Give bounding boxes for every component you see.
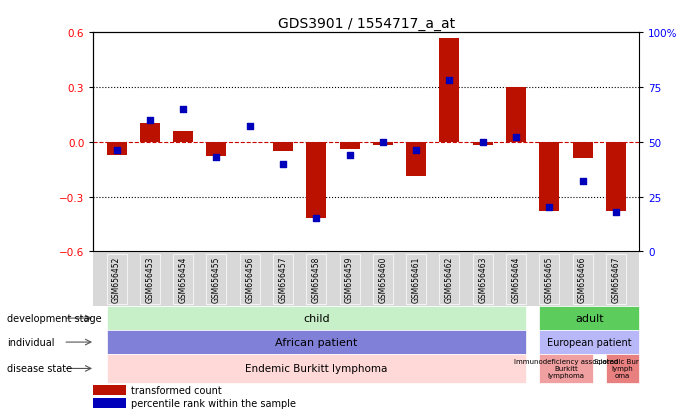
Title: GDS3901 / 1554717_a_at: GDS3901 / 1554717_a_at: [278, 17, 455, 31]
Bar: [339, 142, 359, 150]
Point: [278, 161, 289, 168]
Bar: [106, 254, 126, 304]
Bar: [439, 254, 460, 304]
Text: GSM656459: GSM656459: [345, 256, 354, 302]
Bar: [273, 254, 293, 304]
Text: disease state: disease state: [7, 363, 72, 373]
Text: GSM656463: GSM656463: [478, 256, 487, 302]
Point: [377, 139, 388, 146]
Bar: [406, 142, 426, 177]
Bar: [273, 142, 293, 152]
Bar: [306, 254, 326, 304]
Text: African patient: African patient: [275, 337, 357, 347]
Point: [610, 209, 621, 216]
Point: [477, 139, 489, 146]
Bar: [506, 88, 526, 142]
Text: GSM656458: GSM656458: [312, 256, 321, 302]
Text: individual: individual: [7, 337, 55, 347]
Bar: [93, 399, 126, 408]
Text: Immunodeficiency associated
Burkitt
lymphoma: Immunodeficiency associated Burkitt lymp…: [514, 358, 618, 379]
Text: GSM656453: GSM656453: [145, 256, 154, 302]
Bar: [140, 124, 160, 142]
Text: GSM656452: GSM656452: [112, 256, 121, 302]
Point: [344, 152, 355, 159]
Point: [111, 148, 122, 154]
Point: [577, 178, 588, 185]
Bar: [306, 142, 326, 219]
Text: development stage: development stage: [7, 313, 102, 323]
Text: GSM656456: GSM656456: [245, 256, 254, 302]
Text: GSM656467: GSM656467: [612, 256, 621, 302]
Point: [178, 106, 189, 113]
Bar: [473, 142, 493, 146]
Bar: [573, 254, 593, 304]
Bar: [406, 254, 426, 304]
Bar: [207, 254, 227, 304]
Text: GSM656455: GSM656455: [212, 256, 221, 302]
Point: [544, 205, 555, 211]
Bar: [573, 142, 593, 159]
Bar: [606, 354, 639, 383]
Bar: [106, 330, 526, 354]
Bar: [140, 254, 160, 304]
Bar: [93, 385, 126, 394]
Bar: [106, 306, 526, 330]
Bar: [606, 142, 626, 211]
Bar: [106, 354, 526, 383]
Point: [144, 117, 155, 124]
Bar: [473, 254, 493, 304]
Bar: [373, 254, 393, 304]
Text: child: child: [303, 313, 330, 323]
Text: GSM656460: GSM656460: [379, 256, 388, 302]
Bar: [506, 254, 526, 304]
Text: GSM656454: GSM656454: [179, 256, 188, 302]
Text: GSM656461: GSM656461: [412, 256, 421, 302]
Text: GSM656464: GSM656464: [511, 256, 520, 302]
Bar: [539, 330, 639, 354]
Text: Sporadic Burkitt
lymph
oma: Sporadic Burkitt lymph oma: [594, 358, 651, 379]
Text: GSM656462: GSM656462: [445, 256, 454, 302]
Text: Endemic Burkitt lymphoma: Endemic Burkitt lymphoma: [245, 363, 388, 373]
Text: European patient: European patient: [547, 337, 632, 347]
Bar: [539, 142, 559, 211]
Bar: [539, 306, 639, 330]
Point: [410, 148, 422, 154]
Bar: [106, 142, 126, 155]
Bar: [173, 131, 193, 142]
Point: [244, 124, 255, 131]
Bar: [539, 254, 559, 304]
Text: transformed count: transformed count: [131, 385, 223, 395]
Bar: [339, 254, 359, 304]
Bar: [207, 142, 227, 157]
Point: [311, 216, 322, 222]
Text: GSM656457: GSM656457: [278, 256, 287, 302]
Text: percentile rank within the sample: percentile rank within the sample: [131, 398, 296, 408]
Bar: [539, 354, 593, 383]
Bar: [240, 254, 260, 304]
Bar: [173, 254, 193, 304]
Point: [511, 135, 522, 141]
Bar: [439, 38, 460, 142]
Text: GSM656465: GSM656465: [545, 256, 553, 302]
Point: [211, 154, 222, 161]
Point: [444, 78, 455, 84]
Text: GSM656466: GSM656466: [578, 256, 587, 302]
Text: adult: adult: [575, 313, 603, 323]
Bar: [373, 142, 393, 146]
Bar: [606, 254, 626, 304]
